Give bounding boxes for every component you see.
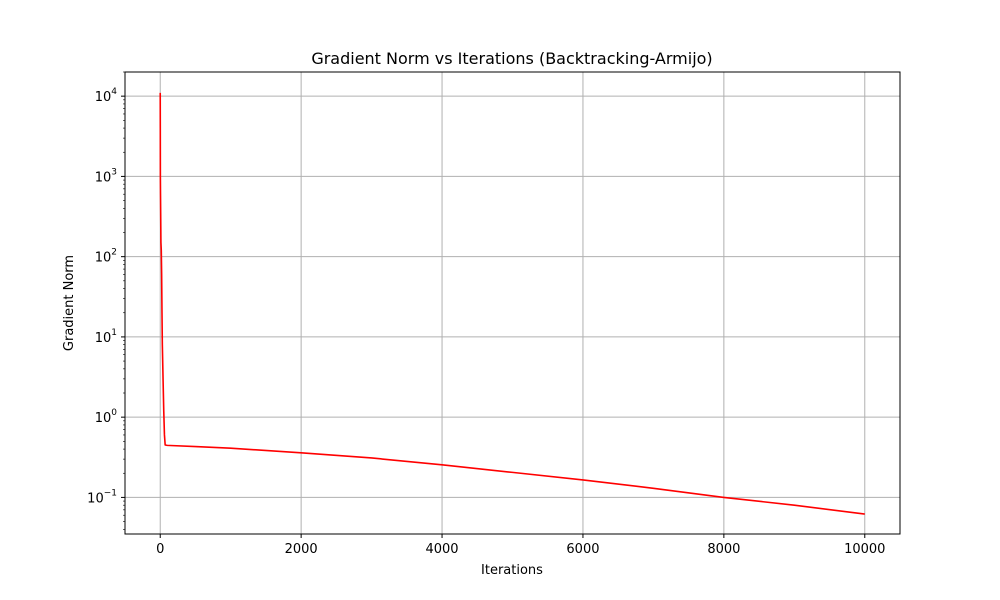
x-axis: 0 2000 4000 6000 8000 10000	[156, 534, 885, 557]
y-tick-label: 101	[95, 328, 117, 346]
y-tick-label: 102	[95, 248, 117, 266]
y-tick-label: 103	[95, 167, 117, 185]
y-tick-label: 10−1	[87, 488, 117, 506]
y-tick-label: 104	[95, 87, 118, 105]
x-tick-label: 10000	[844, 542, 885, 557]
y-axis-label: Gradient Norm	[62, 255, 77, 351]
x-axis-label: Iterations	[481, 563, 543, 578]
x-tick-label: 4000	[425, 542, 458, 557]
grid-lines	[125, 72, 900, 534]
y-axis: 10−1 100 101 102 103 104	[87, 71, 125, 530]
x-tick-label: 2000	[285, 542, 318, 557]
x-tick-label: 0	[156, 542, 164, 557]
series-layer	[159, 92, 865, 515]
series-line	[159, 92, 865, 515]
chart-title: Gradient Norm vs Iterations (Backtrackin…	[311, 49, 712, 68]
x-tick-label: 6000	[566, 542, 599, 557]
x-tick-label: 8000	[707, 542, 740, 557]
y-tick-label: 100	[95, 408, 118, 426]
plot-frame	[124, 71, 901, 535]
